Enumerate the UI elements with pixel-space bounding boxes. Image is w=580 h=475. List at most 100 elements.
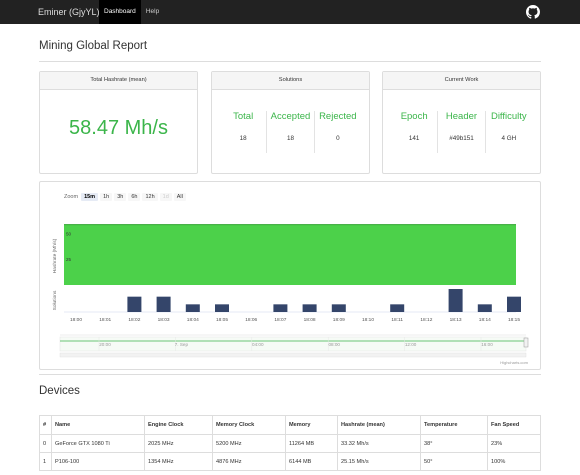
- column-header: Memory: [285, 415, 338, 435]
- stat-label: Difficulty: [490, 111, 527, 122]
- work-difficulty: Difficulty 4 GH: [484, 111, 532, 153]
- solutions-rejected: Rejected 0: [313, 111, 361, 153]
- nav-help[interactable]: Help: [145, 8, 160, 15]
- solutions-bar: [302, 304, 317, 312]
- x-tick-label: 18:01: [99, 317, 111, 323]
- cell-memory-clock: 4876 MHz: [212, 452, 286, 471]
- solutions-bar: [215, 304, 229, 312]
- x-tick-label: 18:15: [508, 317, 520, 323]
- nav-dashboard[interactable]: Dashboard: [99, 0, 141, 24]
- stat-value: 18: [286, 135, 294, 142]
- zoom-all-button[interactable]: All: [173, 193, 186, 201]
- zoom-selector: Zoom 15m 1h 3h 6h 12h 1d All: [64, 193, 188, 201]
- cell-index: 1: [39, 452, 52, 471]
- stat-value: 0: [336, 135, 340, 142]
- navigator-scrollbar: [59, 352, 527, 358]
- work-epoch: Epoch 141: [391, 111, 437, 153]
- cell-memory: 6144 MB: [285, 452, 338, 471]
- cell-name: GeForce GTX 1080 Ti: [51, 434, 145, 453]
- x-tick-label: 18:11: [391, 317, 403, 323]
- x-tick-label: 18:02: [128, 317, 140, 323]
- current-work-panel: Current Work Epoch 141 Header #49b151 Di…: [382, 71, 541, 174]
- zoom-15m-button[interactable]: 15m: [81, 193, 99, 201]
- x-tick-label: 18:04: [187, 317, 199, 323]
- x-tick-label: 18:00: [70, 317, 82, 323]
- devices-table: # Name Engine Clock Memory Clock Memory …: [39, 415, 541, 471]
- stat-value: #49b151: [449, 135, 474, 142]
- column-header: Temperature: [420, 415, 488, 435]
- hashrate-area: [64, 224, 516, 285]
- zoom-label: Zoom: [64, 194, 79, 200]
- work-header: Header #49b151: [437, 111, 484, 153]
- cell-memory-clock: 5200 MHz: [212, 434, 286, 453]
- zoom-3h-button[interactable]: 3h: [114, 193, 127, 201]
- zoom-6h-button[interactable]: 6h: [128, 193, 141, 201]
- cell-name: P106-100: [51, 452, 145, 471]
- cell-engine-clock: 2025 MHz: [144, 434, 213, 453]
- column-header: #: [39, 415, 52, 435]
- stat-label: Rejected: [319, 111, 357, 122]
- cell-temperature: 50°: [420, 452, 488, 471]
- stat-label: Accepted: [270, 111, 311, 122]
- hashrate-tick-label: 50: [66, 231, 72, 236]
- navigator-tick-label: 20:00: [99, 342, 111, 347]
- stat-label: Total: [233, 111, 254, 122]
- stat-label: Header: [445, 111, 478, 122]
- cell-fan-speed: 23%: [487, 434, 541, 453]
- navigator-tick-label: 16:00: [481, 342, 493, 347]
- navigator-tick-label: 12:00: [405, 342, 417, 347]
- cell-engine-clock: 1354 MHz: [144, 452, 213, 471]
- column-header: Memory Clock: [212, 415, 286, 435]
- cell-hashrate: 33.32 Mh/s: [337, 434, 421, 453]
- stat-value: 141: [408, 135, 420, 142]
- solutions-bar: [477, 304, 492, 312]
- solutions-accepted: Accepted 18: [266, 111, 313, 153]
- solutions-total: Total 18: [220, 111, 266, 153]
- zoom-12h-button[interactable]: 12h: [142, 193, 158, 201]
- navigator-area: [59, 336, 527, 352]
- column-header: Fan Speed: [487, 415, 541, 435]
- hashrate-tick-label: 25: [66, 257, 72, 262]
- navigator-tick-label: 7. Sep: [175, 342, 189, 347]
- panel-heading: Current Work: [383, 72, 540, 90]
- hashrate-panel: Total Hashrate (mean) 58.47 Mh/s: [39, 71, 198, 174]
- solutions-axis-title: Solutions: [52, 290, 58, 310]
- x-tick-label: 18:09: [333, 317, 345, 323]
- solutions-bar: [185, 304, 200, 312]
- solutions-bar: [273, 304, 288, 312]
- navigator-tick-label: 08:00: [328, 342, 340, 347]
- cell-temperature: 38°: [420, 434, 488, 453]
- zoom-1h-button[interactable]: 1h: [100, 193, 113, 201]
- cell-fan-speed: 100%: [487, 452, 541, 471]
- stat-label: Epoch: [400, 111, 428, 122]
- x-tick-label: 18:07: [274, 317, 286, 323]
- table-row: 0 GeForce GTX 1080 Ti 2025 MHz 5200 MHz …: [39, 434, 541, 453]
- x-tick-label: 18:10: [362, 317, 374, 323]
- panel-heading: Solutions: [212, 72, 369, 90]
- solutions-panel: Solutions Total 18 Accepted 18 Rejected …: [211, 71, 370, 174]
- column-header: Engine Clock: [144, 415, 213, 435]
- solutions-bar: [390, 304, 405, 312]
- x-tick-label: 18:05: [216, 317, 228, 323]
- solutions-bar: [507, 296, 521, 312]
- brand[interactable]: Eminer (GjyYL): [38, 7, 100, 17]
- page-title: Mining Global Report: [39, 40, 148, 52]
- github-icon[interactable]: [526, 5, 540, 19]
- stat-value: 4 GH: [501, 135, 517, 142]
- navbar: Eminer (GjyYL) Dashboard Help: [0, 0, 580, 24]
- solutions-bar: [156, 296, 171, 312]
- cell-hashrate: 25.15 Mh/s: [337, 452, 421, 471]
- navigator-tick-label: 04:00: [252, 342, 264, 347]
- x-tick-label: 18:08: [304, 317, 316, 323]
- chart-credit: Highcharts.com: [500, 360, 528, 365]
- solutions-bar: [331, 304, 346, 312]
- solutions-bar: [448, 289, 463, 312]
- divider: [39, 374, 541, 375]
- hashrate-chart-container: [39, 181, 541, 370]
- zoom-1d-button[interactable]: 1d: [159, 193, 172, 201]
- cell-index: 0: [39, 434, 52, 453]
- navigator-handle: [523, 337, 529, 348]
- stat-value: 18: [239, 135, 247, 142]
- cell-memory: 11264 MB: [285, 434, 338, 453]
- table-row: 1 P106-100 1354 MHz 4876 MHz 6144 MB 25.…: [39, 452, 541, 471]
